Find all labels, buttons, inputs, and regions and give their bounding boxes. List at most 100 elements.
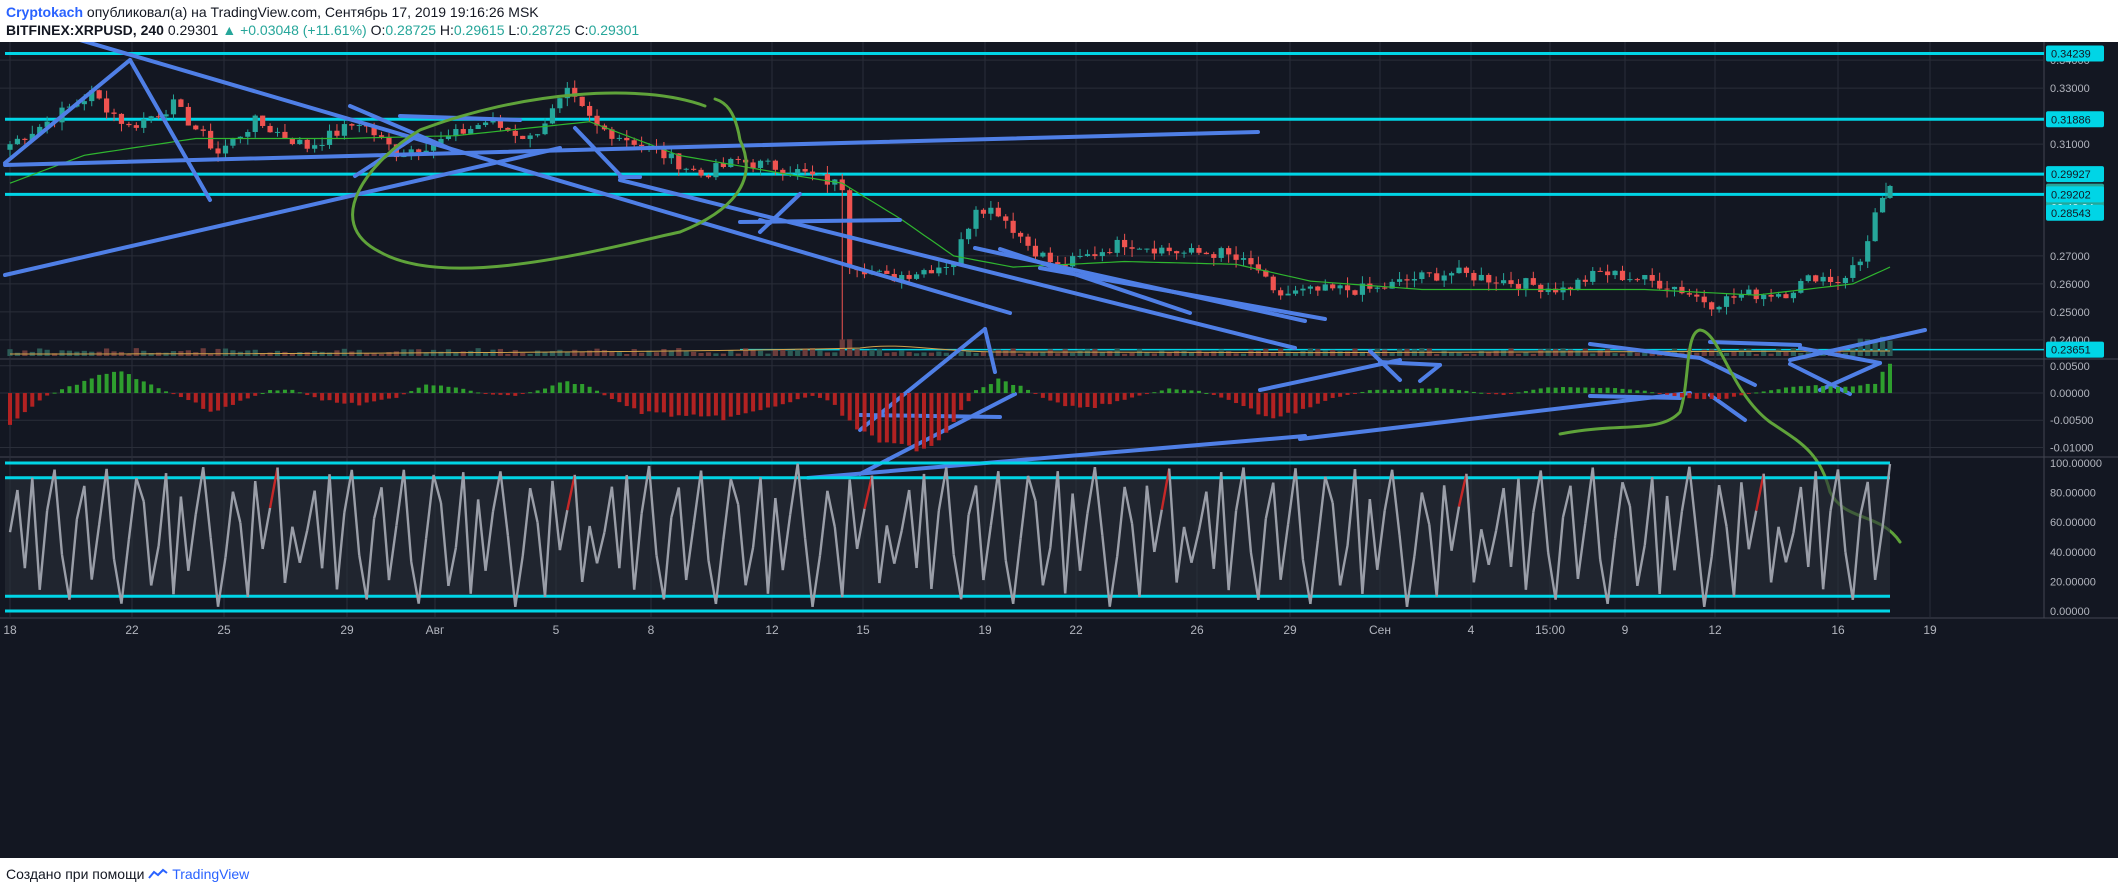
- volume-bar: [527, 353, 533, 356]
- tradingview-link[interactable]: TradingView: [172, 866, 250, 882]
- histogram-bar: [1323, 393, 1328, 401]
- histogram-bar: [520, 393, 525, 395]
- candle-body: [1553, 288, 1559, 293]
- histogram-bar: [1211, 393, 1216, 395]
- stochastic-line: [1026, 475, 1037, 502]
- histogram-bar: [929, 393, 934, 446]
- created-with-text: Создано при помощи: [6, 866, 145, 882]
- volume-bar: [1634, 352, 1640, 356]
- histogram-bar: [1189, 390, 1194, 394]
- histogram-bar: [1479, 392, 1484, 394]
- chart-canvas[interactable]: 18 22 25 29 Авг 5 8 12 15 19 22 26 29 Сен 4 15:00 9 12 16 1…: [0, 42, 2118, 858]
- histogram-bar: [609, 393, 614, 399]
- candle-body: [1300, 288, 1306, 291]
- last-price: 0.29301: [167, 22, 219, 38]
- stochastic-line: [506, 535, 517, 607]
- histogram-bar: [1821, 386, 1826, 394]
- candle-body: [1426, 272, 1432, 274]
- histogram-bar: [386, 393, 391, 399]
- histogram-bar: [424, 384, 429, 394]
- histogram-bar: [1687, 393, 1692, 399]
- stochastic-line: [1740, 482, 1751, 550]
- histogram-bar: [8, 393, 12, 425]
- stochastic-line: [1517, 478, 1528, 590]
- candle-body: [988, 207, 994, 214]
- price-label: 0.31886: [2051, 114, 2091, 126]
- volume-bar: [1865, 339, 1871, 356]
- volume-bar: [393, 351, 400, 356]
- trend-line: [1788, 328, 1927, 362]
- volume-bar: [1099, 352, 1105, 356]
- histogram-bar: [1055, 393, 1060, 403]
- histogram-bar: [1672, 393, 1677, 397]
- y-tick-label: 60.00000: [2050, 517, 2096, 529]
- stochastic-line: [231, 491, 242, 524]
- histogram-bar: [773, 393, 778, 407]
- chart-background: [0, 42, 2118, 858]
- candle-body: [698, 169, 704, 176]
- stochastic-line: [120, 539, 131, 604]
- candle-body: [468, 129, 474, 134]
- candle-body: [490, 120, 496, 123]
- stochastic-line: [1665, 495, 1676, 571]
- histogram-bar: [1464, 390, 1469, 394]
- candle-body: [1122, 239, 1128, 248]
- candle-body: [750, 162, 756, 168]
- volume-bar: [208, 353, 214, 356]
- histogram-bar: [468, 390, 473, 394]
- volume-bar: [1790, 348, 1796, 356]
- chart-header: Cryptokach опубликовал(а) на TradingView…: [0, 0, 2118, 42]
- candle-body: [178, 99, 184, 107]
- stochastic-line: [796, 463, 807, 539]
- volume-bar: [1181, 349, 1187, 356]
- price-label-box: [2046, 166, 2104, 183]
- histogram-bar: [869, 393, 874, 436]
- candle-body: [289, 138, 295, 145]
- stochastic-line: [83, 485, 93, 580]
- stochastic-line: [202, 467, 212, 538]
- y-tick-label: 0.26000: [2050, 279, 2090, 291]
- author-link[interactable]: Cryptokach: [6, 4, 84, 20]
- histogram-bar: [230, 393, 235, 405]
- histogram-bar: [862, 393, 867, 432]
- histogram-bar: [1486, 393, 1491, 395]
- volume-bar: [795, 348, 801, 356]
- candle-body: [1025, 236, 1031, 246]
- stochastic-line: [476, 499, 487, 571]
- stochastic-line: [60, 554, 71, 600]
- histogram-bar: [1635, 390, 1640, 394]
- x-tick-label: 26: [1190, 623, 1204, 637]
- histogram-bar: [1390, 389, 1395, 394]
- histogram-bar: [1888, 363, 1892, 394]
- histogram-bar: [1575, 387, 1580, 394]
- candle-body: [1285, 293, 1291, 296]
- histogram-bar: [788, 393, 793, 403]
- histogram-bar: [193, 393, 198, 403]
- candle-body: [1226, 248, 1232, 255]
- histogram-bar: [877, 393, 882, 443]
- stochastic-panel[interactable]: [5, 461, 1892, 613]
- candle-body: [1567, 287, 1574, 290]
- candle-body: [928, 270, 935, 274]
- histogram-bar: [461, 388, 466, 394]
- drawing-layer[interactable]: [3, 42, 1927, 544]
- candle-body: [839, 179, 845, 191]
- volume-bar: [572, 349, 578, 356]
- stochastic-line: [759, 477, 770, 594]
- histogram-bar: [1085, 393, 1090, 408]
- volume-bar: [104, 348, 110, 356]
- histogram-bar: [661, 393, 666, 413]
- y-tick-label: 0.27000: [2050, 251, 2090, 263]
- candle-body: [1456, 267, 1462, 274]
- histogram-bar: [1783, 387, 1788, 394]
- volume-bar: [601, 349, 608, 356]
- volume-bar: [44, 349, 50, 356]
- stochastic-line: [157, 473, 168, 547]
- low-value: 0.28725: [520, 22, 571, 38]
- histogram-bar: [1509, 393, 1514, 395]
- stochastic-line: [1747, 510, 1758, 550]
- stochastic-line: [417, 538, 428, 604]
- footer: Создано при помощи TradingView: [6, 866, 249, 882]
- oscillator-panel[interactable]: [8, 363, 1892, 452]
- histogram-bar: [602, 393, 607, 396]
